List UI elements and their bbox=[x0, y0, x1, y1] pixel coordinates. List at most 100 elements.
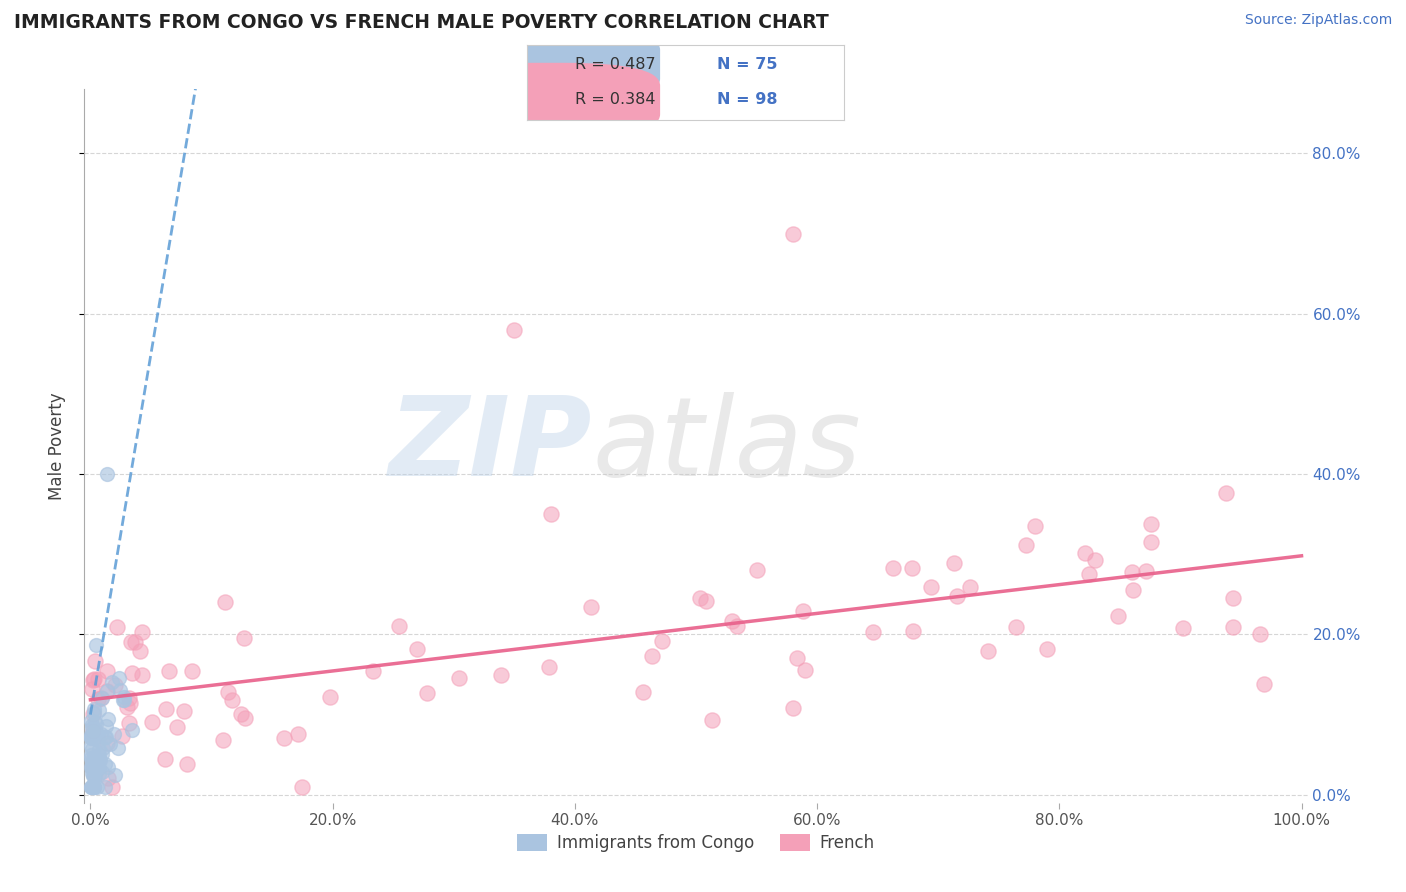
Point bbox=[82, 682, 104, 697]
Point bbox=[155, 702, 177, 716]
Point bbox=[1140, 516, 1163, 531]
Point bbox=[87, 672, 110, 686]
Point bbox=[115, 699, 138, 714]
Point bbox=[291, 780, 314, 794]
Point bbox=[83, 780, 105, 794]
Point bbox=[131, 624, 153, 639]
Point bbox=[920, 580, 942, 594]
Point bbox=[82, 780, 104, 794]
FancyBboxPatch shape bbox=[439, 27, 661, 102]
Point bbox=[101, 674, 124, 689]
Point bbox=[80, 742, 103, 756]
Point bbox=[233, 710, 256, 724]
Point bbox=[83, 763, 105, 777]
Point bbox=[1121, 565, 1143, 579]
Point bbox=[89, 747, 111, 762]
Point bbox=[388, 619, 411, 633]
Point bbox=[86, 756, 108, 771]
Text: N = 98: N = 98 bbox=[717, 93, 778, 107]
Point bbox=[695, 594, 717, 608]
Point bbox=[90, 690, 112, 705]
Point bbox=[91, 690, 114, 705]
Point bbox=[97, 760, 120, 774]
Point bbox=[121, 723, 143, 737]
Point bbox=[700, 714, 723, 728]
Point bbox=[221, 693, 243, 707]
Point bbox=[1222, 591, 1244, 606]
Point bbox=[901, 560, 924, 574]
Point bbox=[131, 667, 153, 681]
Point bbox=[416, 685, 439, 699]
Point bbox=[94, 756, 117, 771]
Point bbox=[108, 671, 131, 685]
Point bbox=[273, 731, 295, 745]
Point bbox=[82, 780, 104, 794]
Point bbox=[166, 720, 188, 734]
Point bbox=[1249, 627, 1271, 641]
Point bbox=[82, 766, 104, 780]
Text: R = 0.487: R = 0.487 bbox=[575, 57, 655, 72]
Point bbox=[83, 654, 105, 668]
Point bbox=[82, 673, 104, 687]
Point bbox=[86, 780, 108, 794]
Legend: Immigrants from Congo, French: Immigrants from Congo, French bbox=[510, 827, 882, 859]
Point bbox=[82, 750, 104, 764]
Point bbox=[80, 717, 103, 731]
Point bbox=[105, 620, 128, 634]
Point bbox=[91, 764, 114, 779]
Point bbox=[173, 704, 195, 718]
Point bbox=[1036, 642, 1059, 657]
Point bbox=[157, 664, 180, 678]
Point bbox=[82, 727, 104, 741]
Point bbox=[90, 747, 112, 761]
Point bbox=[94, 780, 117, 794]
Point bbox=[128, 644, 150, 658]
Point bbox=[1015, 538, 1038, 552]
Point bbox=[90, 727, 112, 741]
Point bbox=[287, 727, 309, 741]
Point bbox=[1122, 582, 1144, 597]
Point bbox=[96, 736, 118, 750]
Point bbox=[82, 769, 104, 783]
Point bbox=[84, 724, 107, 739]
Point bbox=[1215, 486, 1237, 500]
Point bbox=[214, 595, 236, 609]
Point bbox=[86, 753, 108, 767]
Point bbox=[82, 754, 104, 768]
Point bbox=[107, 741, 129, 756]
Point bbox=[1084, 553, 1107, 567]
Point bbox=[181, 664, 204, 678]
Point bbox=[84, 639, 107, 653]
Point bbox=[111, 729, 134, 743]
Point bbox=[86, 733, 108, 747]
Point bbox=[80, 762, 103, 776]
Point bbox=[579, 599, 602, 614]
Point bbox=[108, 683, 131, 698]
Point bbox=[94, 731, 117, 745]
Point bbox=[104, 768, 127, 782]
Point bbox=[89, 741, 111, 756]
Point bbox=[141, 715, 163, 730]
Point bbox=[794, 664, 817, 678]
Point bbox=[83, 714, 105, 729]
Point bbox=[82, 727, 104, 741]
Point bbox=[112, 690, 135, 704]
Text: R = 0.384: R = 0.384 bbox=[575, 93, 655, 107]
Point bbox=[96, 684, 118, 698]
Point bbox=[94, 730, 117, 744]
Point bbox=[80, 728, 103, 742]
Point bbox=[80, 780, 103, 794]
Point bbox=[117, 716, 139, 731]
Point bbox=[882, 560, 904, 574]
Point bbox=[80, 739, 103, 753]
Point bbox=[782, 227, 804, 241]
Y-axis label: Male Poverty: Male Poverty bbox=[48, 392, 66, 500]
Point bbox=[641, 649, 664, 664]
Point bbox=[118, 690, 141, 705]
Point bbox=[80, 751, 103, 765]
Point bbox=[689, 591, 711, 605]
Point bbox=[80, 756, 103, 770]
Point bbox=[83, 764, 105, 778]
Point bbox=[80, 714, 103, 728]
Point bbox=[792, 603, 814, 617]
